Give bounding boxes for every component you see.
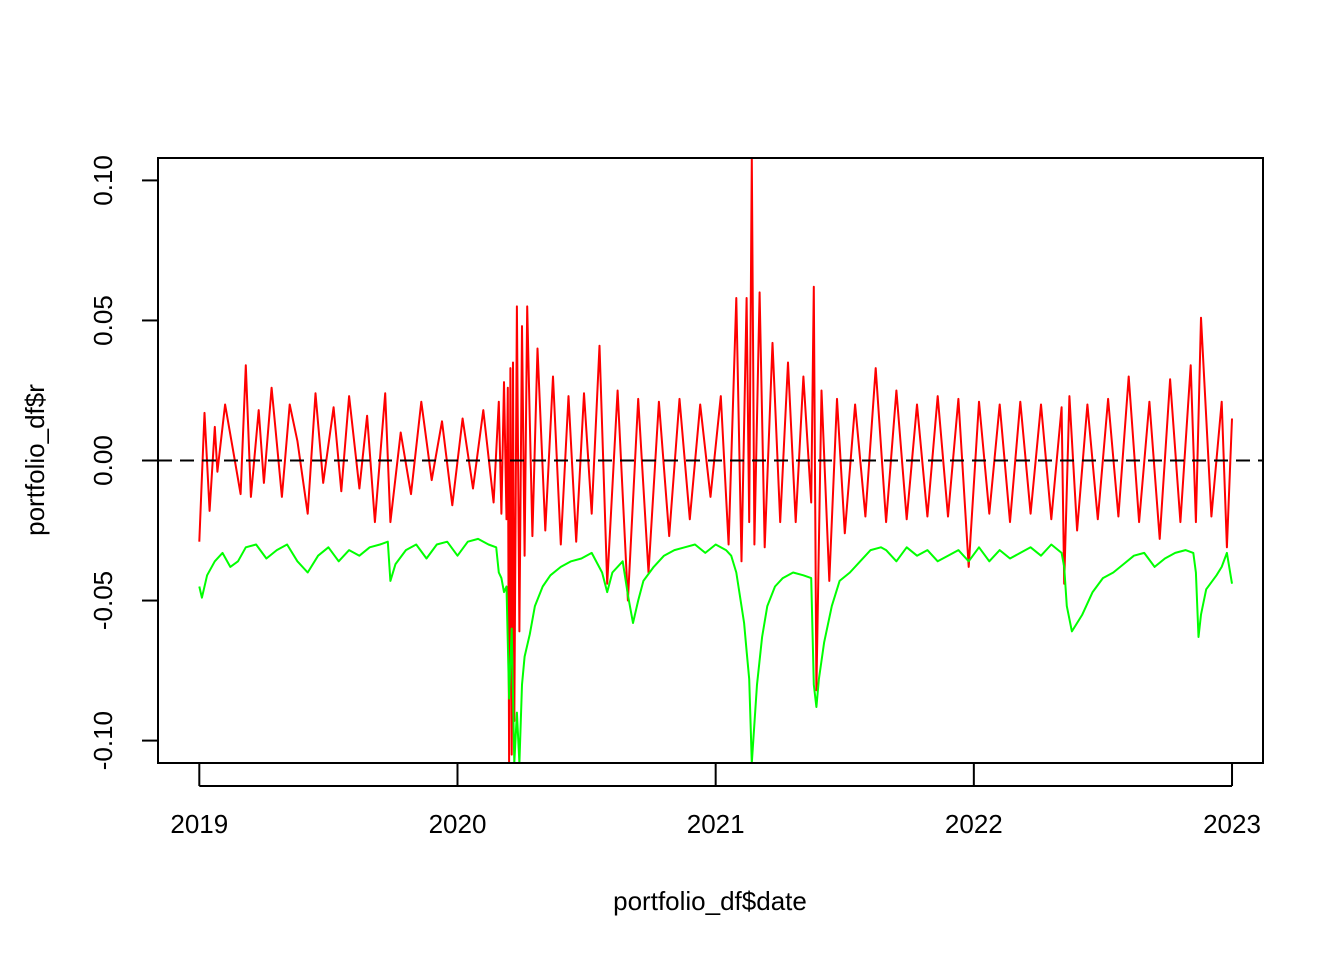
series-layer bbox=[198, 158, 1233, 763]
y-tick-label: -0.05 bbox=[88, 571, 118, 630]
series-line-returns bbox=[198, 158, 1233, 763]
x-tick-label: 2021 bbox=[687, 809, 745, 839]
x-axis: 2019 2020 2021 2022 2023 bbox=[170, 764, 1261, 839]
y-axis: -0.10 -0.05 0.00 0.05 0.10 bbox=[88, 155, 159, 770]
series-line-lower-band bbox=[198, 537, 1233, 763]
y-axis-title: portfolio_df$r bbox=[20, 384, 50, 536]
y-tick-label: 0.10 bbox=[88, 155, 118, 206]
x-tick-label: 2020 bbox=[429, 809, 487, 839]
x-axis-title: portfolio_df$date bbox=[613, 886, 807, 916]
y-tick-label: 0.05 bbox=[88, 295, 118, 346]
y-tick-label: -0.10 bbox=[88, 711, 118, 770]
y-tick-label: 0.00 bbox=[88, 435, 118, 486]
x-tick-label: 2022 bbox=[945, 809, 1003, 839]
x-tick-label: 2019 bbox=[170, 809, 228, 839]
x-tick-label: 2023 bbox=[1203, 809, 1261, 839]
